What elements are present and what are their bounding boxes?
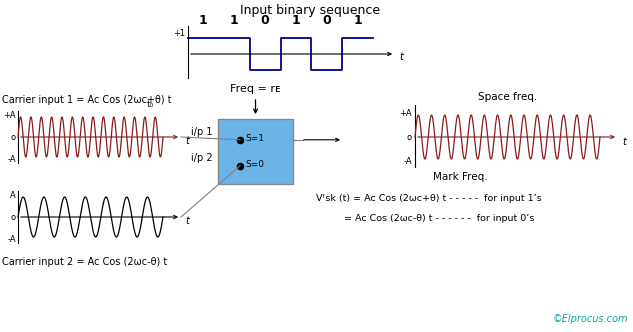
Text: Mark Freq.: Mark Freq. [433, 172, 487, 182]
Text: A: A [10, 191, 16, 200]
Text: 1: 1 [292, 14, 300, 27]
Text: -A: -A [8, 234, 16, 243]
Text: Freq = rᴇ: Freq = rᴇ [230, 84, 281, 94]
Text: -A: -A [8, 154, 16, 163]
Text: ©Elprocus.com: ©Elprocus.com [553, 314, 628, 324]
Text: S=0: S=0 [245, 160, 264, 169]
Text: i/p 1: i/p 1 [191, 127, 213, 137]
Bar [218, 119, 293, 184]
Text: o: o [11, 212, 16, 221]
Text: -A: -A [403, 156, 412, 165]
Text: t: t [185, 136, 189, 146]
Text: i/p 2: i/p 2 [191, 153, 213, 163]
Text: = Ac Cos (2ωc-θ) t - - - - - -  for input 0’s: = Ac Cos (2ωc-θ) t - - - - - - for input… [344, 214, 534, 223]
Text: 1: 1 [230, 14, 239, 27]
Text: o: o [407, 132, 412, 141]
Text: +A: +A [3, 111, 16, 120]
Text: t: t [622, 137, 626, 147]
Text: S=1: S=1 [245, 134, 264, 143]
Text: 1: 1 [199, 14, 208, 27]
Text: 1: 1 [353, 14, 362, 27]
Text: +A: +A [399, 109, 412, 118]
Text: Space freq.: Space freq. [478, 92, 537, 102]
Text: t: t [399, 52, 403, 62]
Text: +1: +1 [173, 30, 185, 39]
Text: t₀: t₀ [147, 100, 154, 109]
Text: Vᶠsk (t) = Ac Cos (2ωc+θ) t - - - - -  for input 1’s: Vᶠsk (t) = Ac Cos (2ωc+θ) t - - - - - fo… [316, 194, 542, 203]
Text: Carrier input 1 = Ac Cos (2ωc+θ) t: Carrier input 1 = Ac Cos (2ωc+θ) t [2, 95, 172, 105]
Text: Carrier input 2 = Ac Cos (2ωc-θ) t: Carrier input 2 = Ac Cos (2ωc-θ) t [2, 257, 167, 267]
Text: 0: 0 [261, 14, 270, 27]
Text: t: t [185, 216, 189, 226]
Text: 0: 0 [322, 14, 331, 27]
Text: o: o [11, 132, 16, 141]
Text: Input binary sequence: Input binary sequence [240, 4, 380, 17]
